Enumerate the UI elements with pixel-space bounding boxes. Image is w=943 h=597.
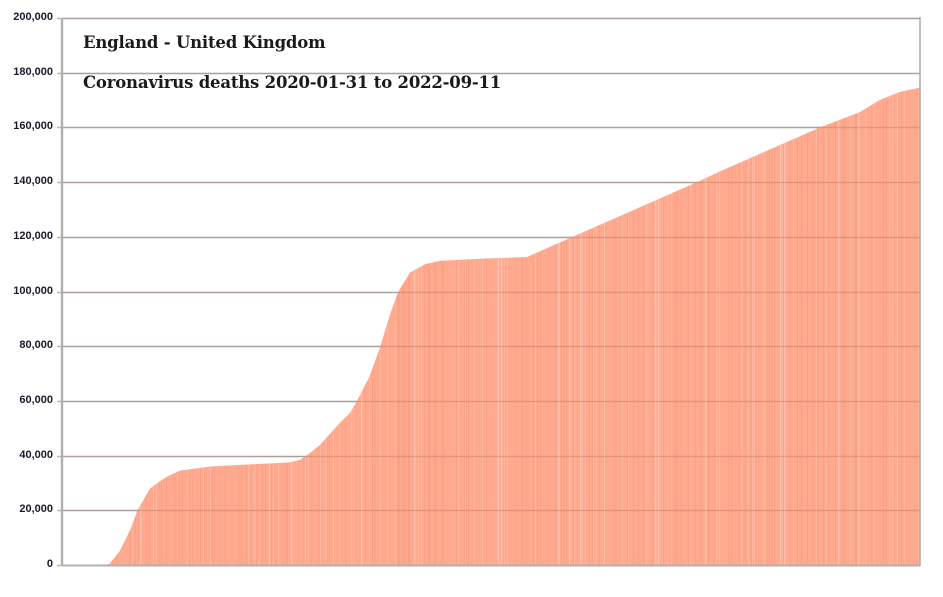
y-tick-label: 180,000	[13, 65, 53, 78]
y-tick-label: 40,000	[19, 448, 53, 461]
y-tick-label: 100,000	[13, 284, 53, 297]
y-tick-label: 20,000	[19, 503, 53, 516]
chart-title: England - United Kingdom	[83, 33, 326, 52]
y-tick-label: 200,000	[13, 11, 53, 23]
data-area	[62, 87, 920, 565]
y-tick-label: 0	[46, 558, 53, 570]
plot-frame	[60, 17, 921, 567]
area-series-path	[62, 87, 920, 565]
y-tick-label: 140,000	[13, 175, 53, 188]
y-tick-label: 120,000	[13, 229, 53, 242]
y-tick-label: 80,000	[19, 339, 53, 352]
y-tick-label: 60,000	[19, 393, 53, 406]
y-tick-label: 160,000	[13, 120, 53, 133]
chart-subtitle: Coronavirus deaths 2020-01-31 to 2022-09…	[83, 73, 502, 92]
